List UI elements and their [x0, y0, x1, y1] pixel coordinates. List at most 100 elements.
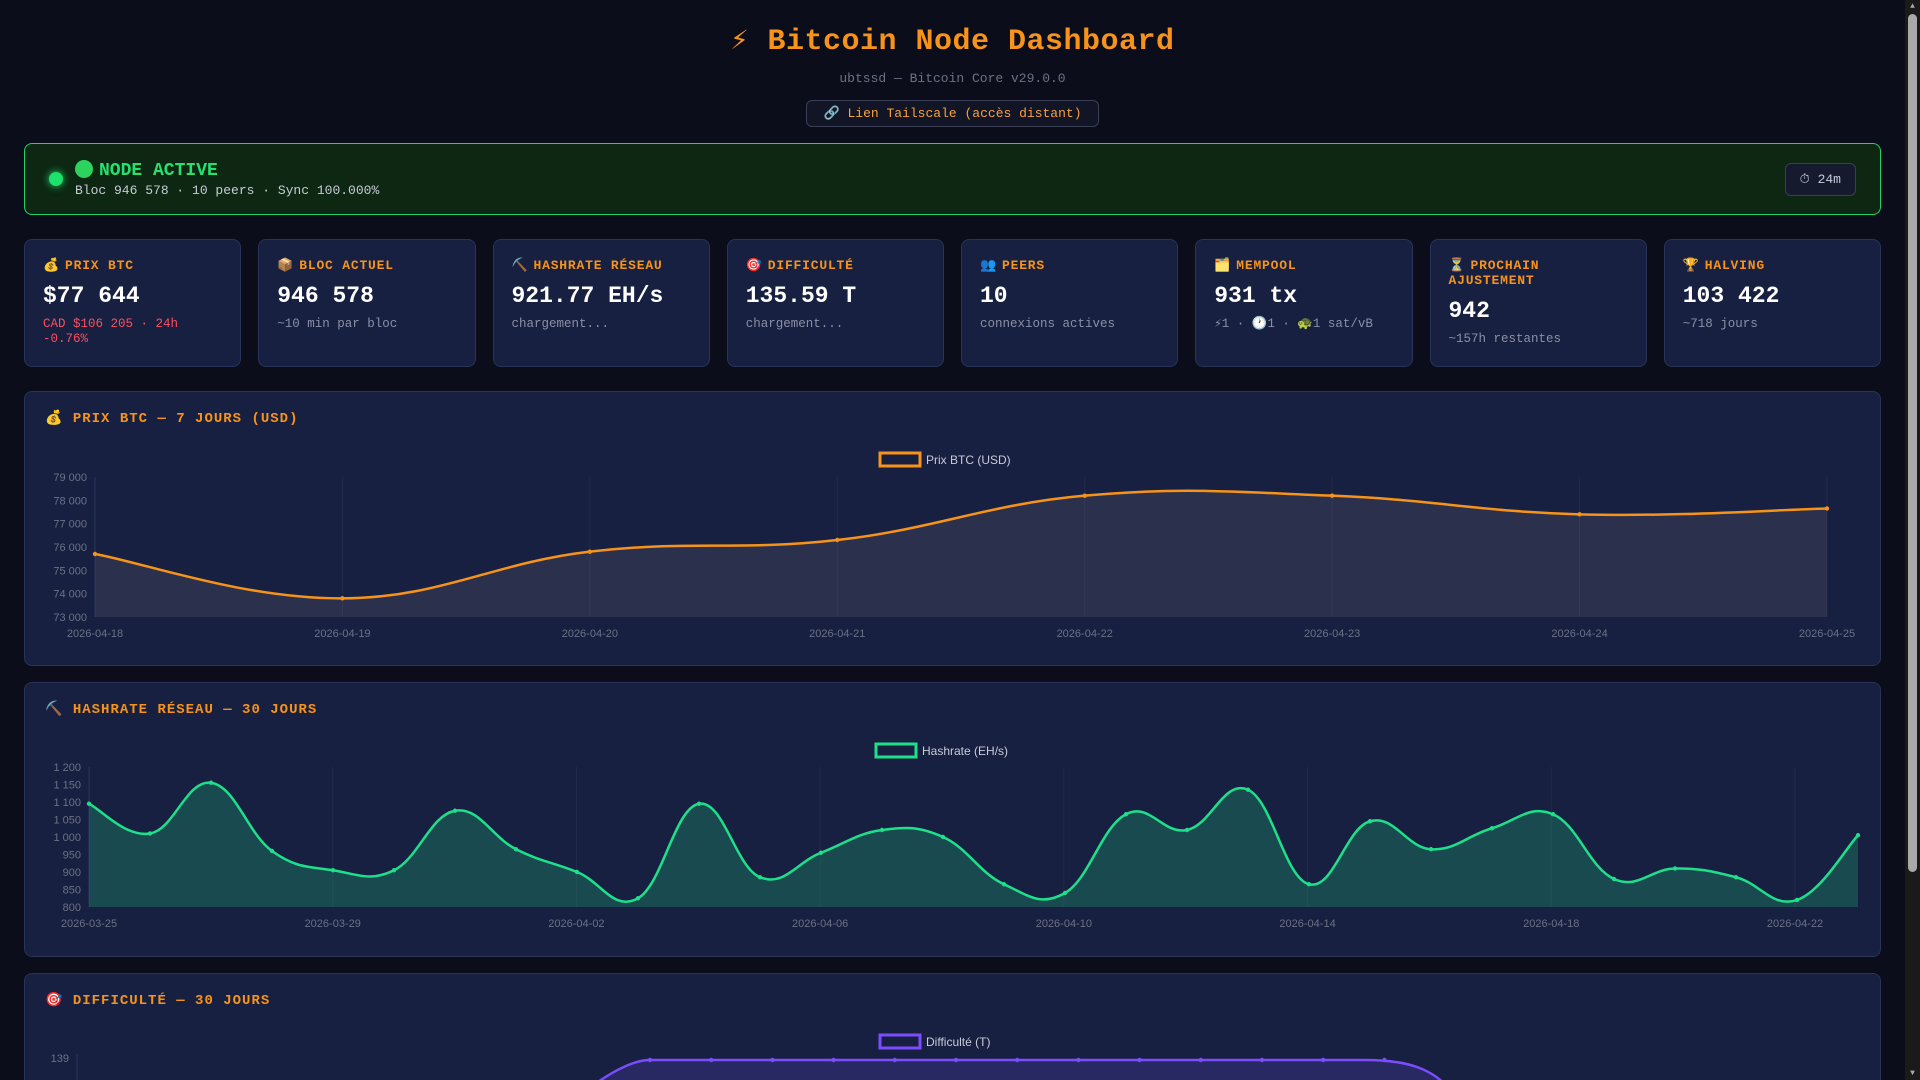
data-point [647, 1057, 653, 1063]
data-point [892, 1057, 897, 1063]
dashboard: ⚡ Bitcoin Node Dashboard ubtssd — Bitcoi… [24, 0, 1881, 1080]
y-tick-label: 79 000 [53, 472, 87, 484]
legend-swatch [878, 1033, 922, 1050]
x-tick-label: 2026-03-29 [305, 918, 361, 930]
scroll-down-icon[interactable]: ▼ [1910, 1069, 1915, 1078]
scroll-up-icon[interactable]: ▲ [1910, 2, 1915, 11]
money-bag-icon: 💰 [43, 258, 60, 273]
target-icon: 🎯 [745, 258, 763, 273]
data-point [1733, 875, 1739, 880]
card-price: 💰 PRIX BTC $77 644 CAD $106 205 · 24h -0.… [24, 239, 242, 367]
card-value: 942 [1448, 298, 1490, 324]
page-title: ⚡ Bitcoin Node Dashboard [730, 25, 1175, 59]
card-sub: ⚡1 · 🕐1 · 🐢1 sat/vB [1214, 317, 1373, 331]
card-label: PEERS [1002, 258, 1046, 273]
area-fill [95, 490, 1827, 617]
y-tick-label: 77 000 [53, 519, 87, 531]
card-value: 103 422 [1682, 283, 1780, 309]
data-point [1577, 512, 1582, 517]
x-tick-label: 2026-04-20 [562, 628, 618, 640]
y-tick-label: 76 000 [53, 542, 87, 554]
data-point [1245, 787, 1251, 792]
y-tick-label: 1 200 [53, 762, 81, 774]
card-value: 135.59 T [745, 283, 857, 309]
data-point [1001, 882, 1007, 887]
legend-swatch [874, 742, 918, 759]
x-tick-label: 2026-04-19 [314, 628, 370, 640]
card-label: PRIX BTC [65, 258, 134, 273]
package-icon: 📦 [277, 258, 295, 273]
data-point [452, 808, 458, 813]
y-tick-label: 73 000 [53, 612, 87, 624]
card-sub: ~157h restantes [1448, 332, 1562, 346]
data-point [330, 868, 336, 873]
status-detail: Bloc 946 578 · 10 peers · Sync 100.000% [75, 183, 380, 198]
x-tick-label: 2026-04-02 [548, 918, 604, 930]
data-point [1489, 826, 1495, 831]
data-point [1855, 833, 1861, 838]
green-circle-icon [75, 160, 93, 178]
data-point [86, 801, 92, 806]
y-tick-label: 900 [63, 867, 81, 879]
card-mempool: 🗂️ MEMPOOL 931 tx ⚡1 · 🕐1 · 🐢1 sat/vB [1195, 239, 1413, 367]
card-adjustment: ⏳ PROCHAIN AJUSTEMENT 942 ~157h restantes [1429, 239, 1647, 367]
data-point [1015, 1057, 1020, 1063]
data-point [1123, 812, 1129, 817]
y-tick-label: 139 [51, 1053, 69, 1065]
x-tick-label: 2026-04-06 [792, 918, 848, 930]
trophy-icon: 🏆 [1682, 258, 1700, 273]
y-tick-label: 950 [63, 850, 81, 862]
data-point [269, 848, 275, 854]
data-point [953, 1057, 959, 1063]
card-sub: chargement... [511, 317, 610, 331]
status-dot-icon [49, 172, 63, 186]
card-halving: 🏆 HALVING 103 422 ~718 jours [1663, 239, 1881, 367]
card-block: 📦 BLOC ACTUEL 946 578 ~10 min par bloc [258, 239, 476, 367]
card-label: HALVING [1704, 258, 1765, 273]
data-point [92, 551, 98, 557]
x-tick-label: 2026-04-25 [1799, 628, 1855, 640]
data-point [147, 831, 153, 836]
hashrate-chart: Hashrate (EH/s) 1 200 1 150 1 100 1 050 1 000… [53, 742, 1861, 930]
data-point [513, 847, 519, 852]
pickaxe-icon: ⛏️ [511, 258, 529, 273]
card-label: BLOC ACTUEL [299, 258, 394, 273]
legend-label: Hashrate (EH/s) [922, 744, 1008, 758]
data-point [1611, 876, 1617, 882]
hashrate-chart-panel: ⛏️ HASHRATE RÉSEAU — 30 JOURS Hashrate (… [24, 682, 1881, 957]
x-tick-label: 2026-04-10 [1036, 918, 1092, 930]
data-point [1329, 493, 1335, 498]
data-point [1306, 882, 1312, 887]
data-point [696, 801, 702, 806]
tailscale-link-button[interactable]: 🔗 Lien Tailscale (accès distant) [806, 100, 1099, 127]
data-point [940, 834, 946, 840]
data-point [587, 549, 593, 554]
data-point [879, 827, 885, 833]
data-point [340, 596, 345, 601]
x-tick-label: 2026-04-24 [1551, 628, 1607, 640]
data-point [391, 868, 397, 873]
legend-label: Difficulté (T) [926, 1035, 990, 1049]
data-point [1321, 1057, 1326, 1063]
x-tick-label: 2026-04-22 [1057, 628, 1113, 640]
scrollbar-thumb[interactable] [1908, 14, 1917, 872]
data-point [1076, 1057, 1081, 1063]
legend-label: Prix BTC (USD) [926, 453, 1011, 467]
data-point [835, 537, 840, 543]
card-value: 10 [980, 283, 1008, 309]
card-label: DIFFICULTÉ [767, 258, 854, 273]
area-fill [89, 782, 1858, 907]
hashrate-chart-title: ⛏️ HASHRATE RÉSEAU — 30 JOURS [45, 702, 318, 718]
card-value: $77 644 [43, 283, 140, 309]
scrollbar[interactable]: ▲ ▼ [1905, 0, 1920, 1080]
card-hashrate: ⛏️ HASHRATE RÉSEAU 921.77 EH/s chargement… [492, 239, 710, 367]
price-chart: Prix BTC (USD) 79 000 78 000 77 000 76 000 75… [53, 451, 1855, 640]
data-point [1794, 897, 1800, 903]
data-point [208, 780, 214, 785]
hourglass-icon: ⏳ [1448, 258, 1466, 273]
card-value: 946 578 [277, 283, 374, 309]
y-tick-label: 850 [63, 885, 81, 897]
data-point [1184, 827, 1190, 833]
x-tick-label: 2026-03-25 [61, 918, 117, 930]
x-tick-label: 2026-04-23 [1304, 628, 1360, 640]
